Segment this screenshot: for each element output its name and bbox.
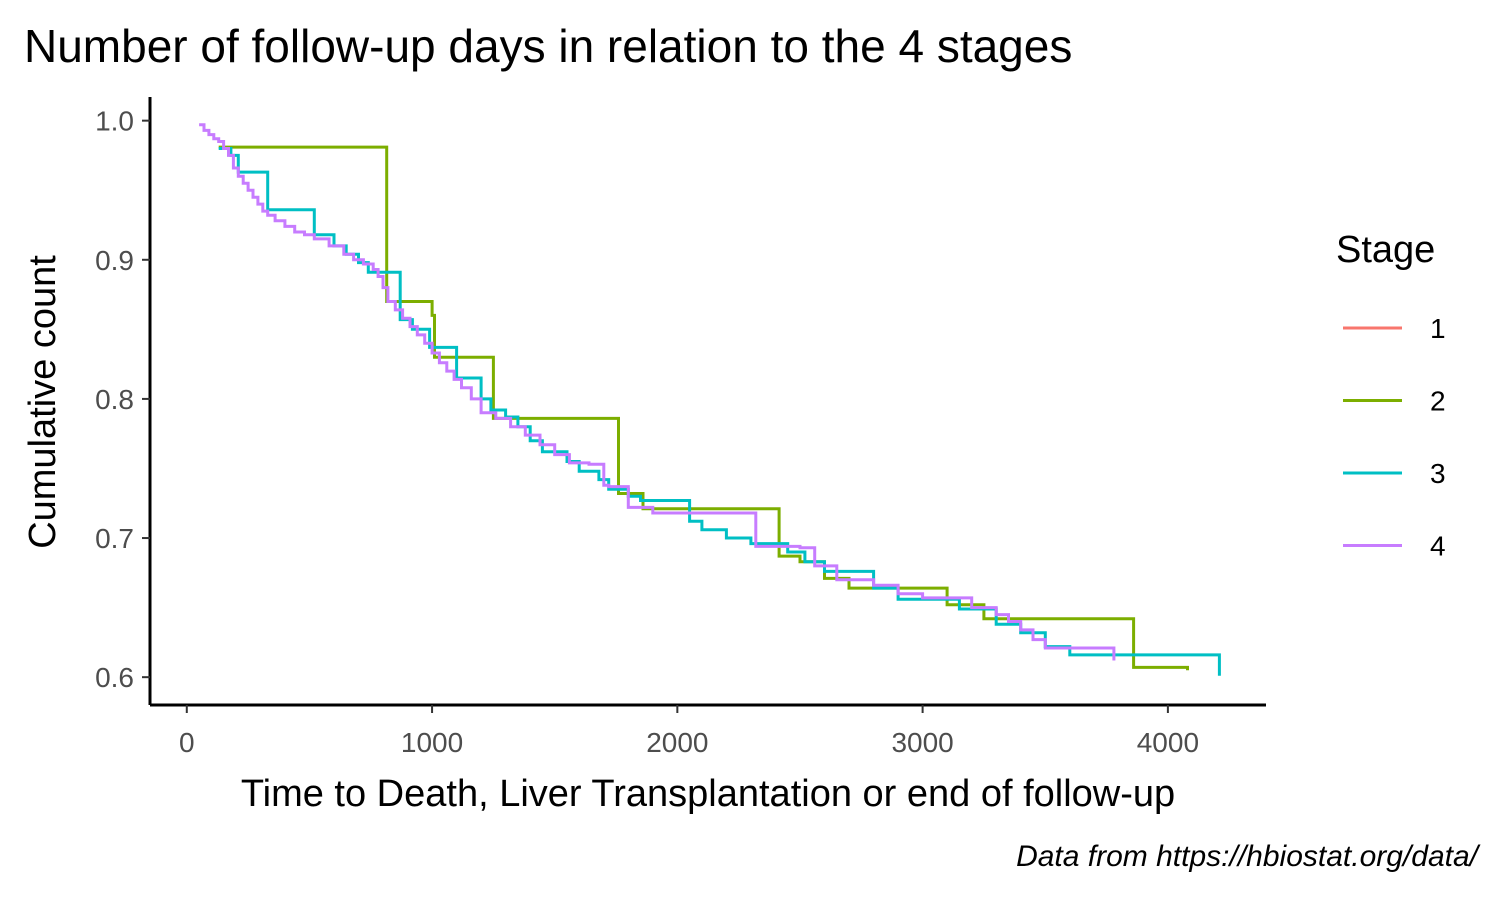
legend-label-stage-4: 4 (1430, 531, 1446, 562)
x-tick-label: 2000 (646, 727, 708, 758)
legend: Stage 1 2 3 4 (1336, 229, 1446, 562)
x-tick-label: 4000 (1137, 727, 1199, 758)
chart-title: Number of follow-up days in relation to … (24, 20, 1072, 72)
y-tick-label: 0.6 (95, 662, 134, 693)
plot-area (199, 123, 1221, 676)
x-tick-label: 0 (179, 727, 195, 758)
y-tick-label: 0.9 (95, 245, 134, 276)
series-line-stage-3 (218, 147, 1221, 676)
x-axis-ticks: 0 1000 2000 3000 4000 (179, 705, 1199, 758)
x-axis-title: Time to Death, Liver Transplantation or … (241, 773, 1175, 815)
x-tick-label: 3000 (891, 727, 953, 758)
series-line-stage-2 (218, 145, 1189, 671)
y-tick-label: 0.8 (95, 384, 134, 415)
y-axis-ticks: 0.6 0.7 0.8 0.9 1.0 (95, 106, 150, 693)
x-tick-label: 1000 (401, 727, 463, 758)
legend-label-stage-2: 2 (1430, 386, 1446, 417)
legend-label-stage-1: 1 (1430, 313, 1446, 344)
y-tick-label: 1.0 (95, 106, 134, 137)
y-axis-title: Cumulative count (22, 255, 64, 549)
series-line-stage-4 (199, 123, 1116, 661)
y-tick-label: 0.7 (95, 523, 134, 554)
chart-caption: Data from https://hbiostat.org/data/ (1016, 840, 1481, 873)
legend-label-stage-3: 3 (1430, 458, 1446, 489)
legend-title: Stage (1336, 229, 1435, 271)
